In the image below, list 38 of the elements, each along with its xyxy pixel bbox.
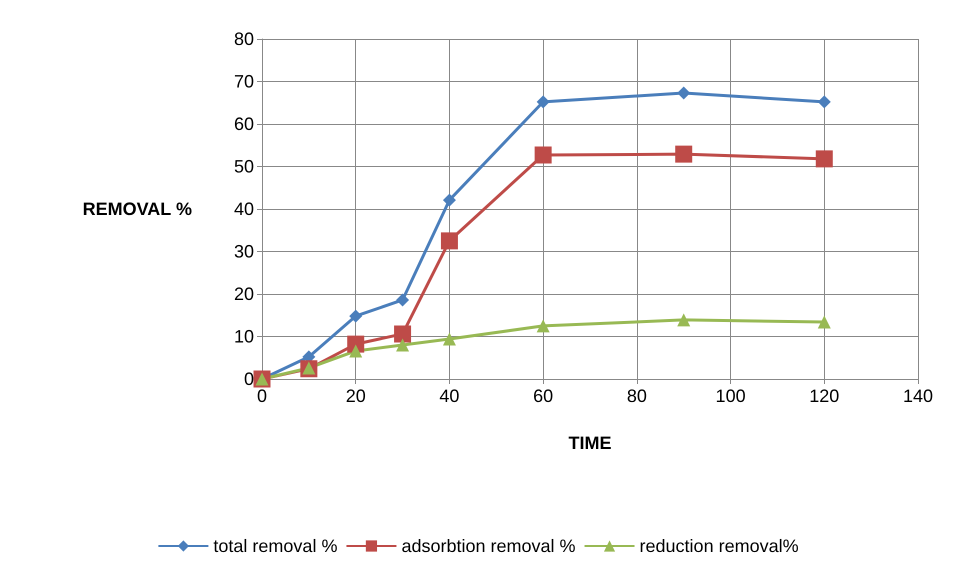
point: [534, 146, 552, 164]
x-tick-label: 40: [439, 386, 460, 406]
y-tick-label: 30: [234, 242, 254, 262]
x-tick-label: 120: [809, 386, 840, 406]
point: [396, 338, 410, 352]
y-tick-label: 70: [234, 72, 254, 92]
y-axis-title: REMOVAL %: [82, 199, 192, 219]
y-tick-label: 60: [234, 114, 254, 134]
point: [349, 310, 362, 323]
x-tick-label: 20: [346, 386, 366, 406]
point: [677, 86, 690, 100]
point: [536, 95, 550, 108]
x-axis-title: TIME: [568, 433, 612, 453]
x-tick-label: 80: [626, 386, 647, 406]
point: [675, 146, 692, 163]
point: [442, 194, 456, 207]
point: [818, 316, 831, 329]
point: [816, 150, 833, 168]
y-tick-label: 40: [234, 199, 254, 219]
y-tick-label: 0: [244, 369, 254, 389]
y-tick-label: 20: [234, 284, 254, 304]
x-tick-label: 0: [256, 386, 268, 406]
point: [394, 325, 412, 342]
point: [442, 332, 456, 346]
legend-label: total removal %: [213, 536, 338, 556]
y-tick-label: 50: [234, 156, 254, 176]
y-tick-label: 80: [234, 29, 254, 49]
point: [536, 319, 550, 332]
point: [677, 313, 690, 326]
y-tick-label: 10: [234, 326, 254, 346]
point: [396, 293, 410, 306]
x-tick-label: 140: [902, 386, 934, 406]
legend-label: reduction removal%: [640, 536, 799, 556]
legend-label: adsorbtion removal %: [401, 536, 576, 556]
x-tick-label: 60: [533, 386, 554, 406]
x-tick-label: 100: [716, 386, 746, 406]
point: [440, 232, 458, 250]
point: [818, 95, 831, 108]
